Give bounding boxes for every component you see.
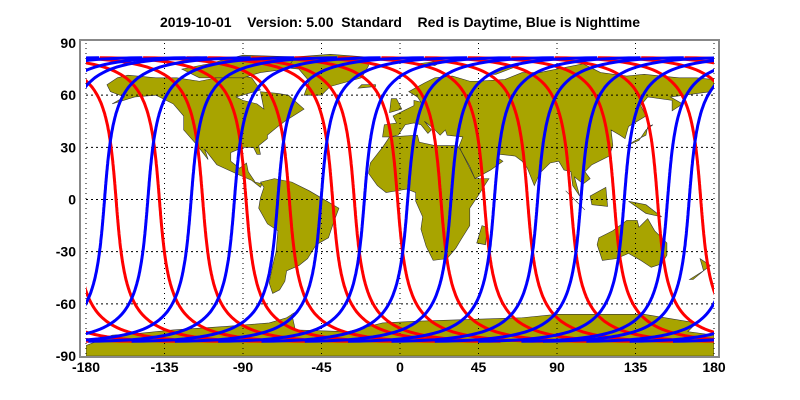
plot-frame <box>79 39 720 358</box>
y-tick-label: -90 <box>56 348 76 364</box>
nighttime-track <box>716 58 800 341</box>
daytime-track <box>186 56 479 343</box>
nighttime-track <box>86 56 338 342</box>
x-tick-label: -45 <box>311 359 331 375</box>
nighttime-track <box>86 56 295 336</box>
nighttime-track <box>629 332 714 343</box>
nighttime-track <box>542 83 714 343</box>
nighttime-track <box>131 56 424 343</box>
daytime-track <box>554 56 714 296</box>
nighttime-track <box>304 56 598 343</box>
y-tick-label: 90 <box>60 35 76 51</box>
title-legend: Red is Daytime, Blue is Nighttime <box>417 14 641 30</box>
landmass <box>258 178 340 294</box>
daytime-track <box>86 57 349 343</box>
daytime-track <box>86 78 263 343</box>
daytime-track <box>771 58 800 341</box>
daytime-track <box>86 285 219 343</box>
nighttime-track <box>261 56 554 343</box>
daytime-track <box>99 56 393 343</box>
nighttime-track <box>760 58 800 341</box>
daytime-track <box>424 56 714 343</box>
nighttime-track <box>0 58 13 341</box>
x-tick-labels: -180 -135 -90 -45 0 45 90 135 180 <box>72 359 726 375</box>
x-tick-label: 0 <box>396 359 404 375</box>
daytime-track <box>86 61 306 343</box>
nighttime-track <box>434 56 714 343</box>
x-tick-label: 90 <box>549 359 565 375</box>
nighttime-track <box>88 56 381 343</box>
landmass <box>589 186 608 207</box>
landmass <box>368 134 490 261</box>
nighttime-track <box>218 56 511 343</box>
y-tick-label: 30 <box>60 139 76 155</box>
nighttime-track <box>521 68 714 343</box>
landmass <box>389 98 403 113</box>
x-tick-label: -90 <box>233 359 253 375</box>
x-tick-label: 135 <box>624 359 648 375</box>
daytime-track <box>294 56 588 343</box>
x-tick-label: -135 <box>150 359 178 375</box>
y-tick-label: 0 <box>68 192 76 208</box>
ground-tracks <box>0 56 800 343</box>
y-tick-label: -60 <box>56 296 76 312</box>
daytime-track <box>208 56 501 343</box>
nighttime-track <box>391 56 684 343</box>
nighttime-track <box>86 56 251 307</box>
daytime-track <box>511 56 714 334</box>
title-date: 2019-10-01 <box>159 14 232 30</box>
y-tick-label: -30 <box>56 244 76 260</box>
nighttime-track <box>174 56 468 343</box>
daytime-track <box>641 56 714 65</box>
y-tick-labels: 90 60 30 0 -30 -60 -90 <box>56 35 76 364</box>
daytime-track <box>467 56 714 341</box>
daytime-track <box>143 56 436 343</box>
title-mode: Standard <box>341 14 402 30</box>
landmasses <box>86 54 714 356</box>
nighttime-track <box>86 56 100 60</box>
y-tick-label: 60 <box>60 87 76 103</box>
nighttime-track <box>478 59 714 343</box>
nighttime-track <box>0 58 56 341</box>
daytime-track <box>0 58 46 341</box>
x-tick-label: 180 <box>702 359 726 375</box>
title-version: Version: 5.00 <box>247 14 334 30</box>
daytime-track <box>0 58 2 341</box>
chart-title: 2019-10-01 Version: 5.00 Standard Red is… <box>0 14 800 30</box>
x-tick-label: -180 <box>72 359 100 375</box>
landmass <box>596 218 668 268</box>
landmass <box>628 200 662 218</box>
landmass <box>106 73 305 188</box>
daytime-track <box>728 58 800 341</box>
daytime-track <box>381 56 674 343</box>
landmass <box>688 257 712 280</box>
daytime-track <box>251 56 544 343</box>
nighttime-track <box>348 56 641 343</box>
daytime-track <box>337 56 631 343</box>
x-tick-label: 45 <box>471 359 487 375</box>
landmass <box>86 308 714 356</box>
